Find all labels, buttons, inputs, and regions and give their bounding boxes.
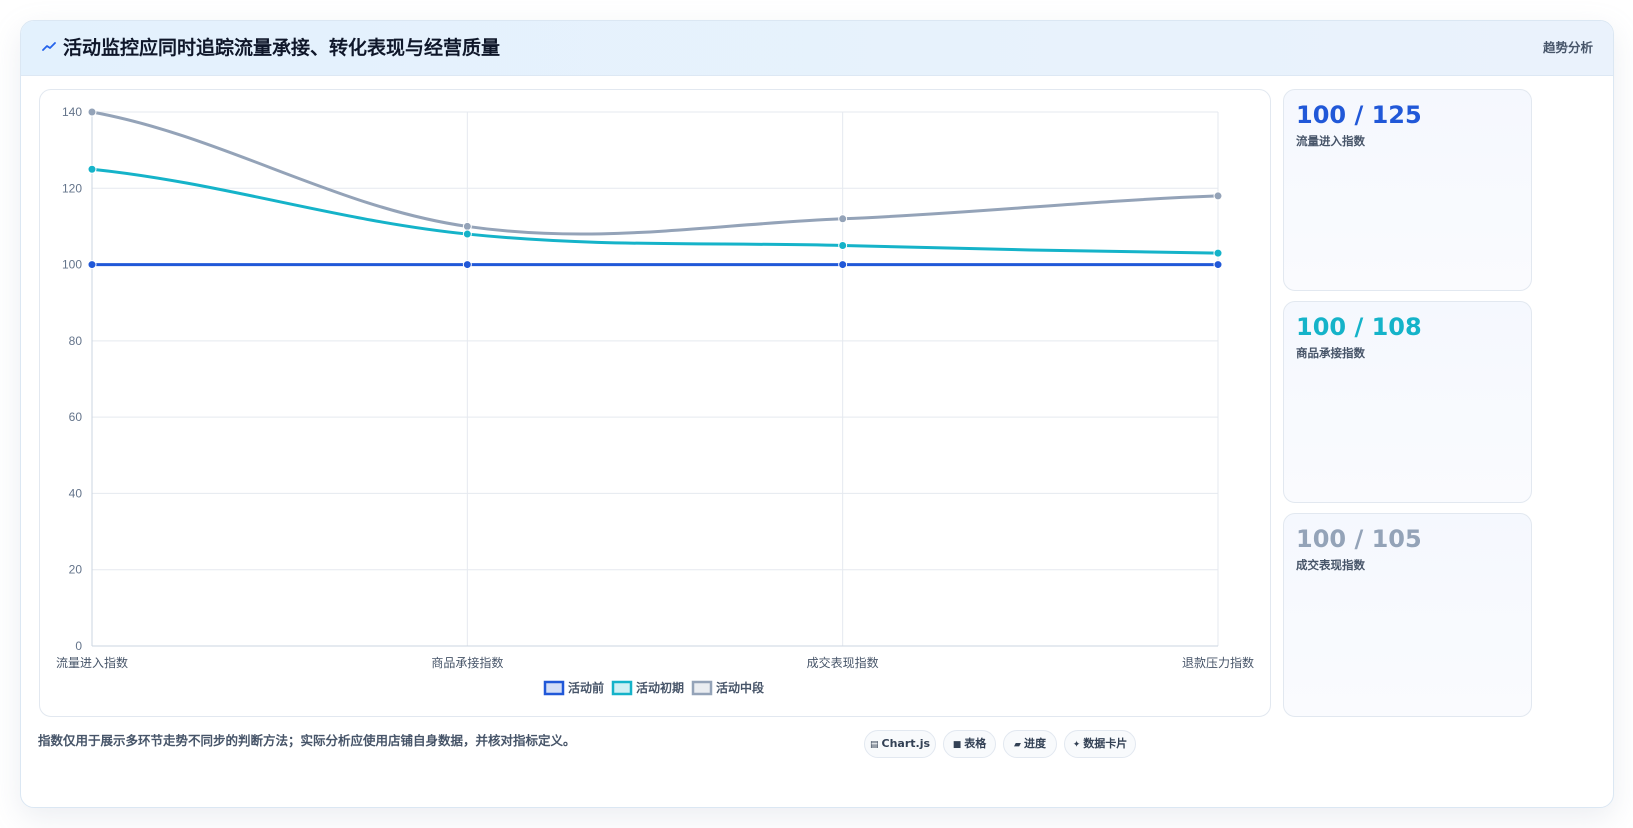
analysis-tag: 趋势分析 (1542, 40, 1593, 55)
y-tick-label: 0 (75, 639, 82, 653)
y-tick-label: 120 (62, 181, 82, 195)
card-header: 活动监控应同时追踪流量承接、转化表现与经营质量 趋势分析 (21, 21, 1613, 76)
y-tick-label: 40 (69, 486, 83, 500)
data-point (838, 241, 848, 250)
chip-progress[interactable]: ▰ 进度 (1003, 730, 1057, 758)
legend-label: 活动初期 (636, 680, 684, 695)
legend-swatch (691, 680, 713, 696)
chart-panel: 0 20 40 60 80 100 120 140 流量进入指数 商品承接指数 成交表现指数 退款压力… (39, 89, 1271, 717)
legend-label: 活动前 (568, 680, 604, 695)
stat-value: 100 / 125 (1296, 101, 1422, 129)
legend-swatch (611, 680, 633, 696)
data-point (462, 221, 472, 231)
series-line (91, 110, 1219, 236)
chip-table[interactable]: ■ 表格 (943, 730, 996, 758)
footnote: 指数仅用于展示多环节走势不同步的判断方法；实际分析应使用店铺自身数据，并核对指标… (38, 733, 576, 748)
chip-chartjs[interactable]: ▤ Chart.js (864, 730, 936, 758)
table-grid-icon: ▤ (869, 740, 879, 750)
y-tick-label: 60 (69, 410, 83, 424)
data-point (462, 260, 472, 270)
data-point (87, 107, 97, 117)
y-tick-label: 80 (69, 334, 83, 348)
data-point (1213, 260, 1223, 270)
sparkle-icon: ✦ (1072, 740, 1081, 750)
page-title: 活动监控应同时追踪流量承接、转化表现与经营质量 (63, 37, 501, 59)
x-tick-label: 退款压力指数 (1182, 655, 1254, 670)
stat-label: 流量进入指数 (1296, 134, 1365, 148)
series-line (91, 167, 1219, 255)
line-chart: 0 20 40 60 80 100 120 140 流量进入指数 商品承接指数 成交表现指数 退款压力… (56, 105, 1254, 696)
y-tick-label: 100 (62, 258, 82, 272)
bar-icon: ▰ (1014, 740, 1021, 750)
x-tick-label: 商品承接指数 (431, 655, 503, 670)
data-point (87, 260, 97, 270)
legend-swatch (543, 680, 565, 696)
data-point (838, 214, 848, 224)
stat-card-product: 100 / 108 商品承接指数 (1283, 301, 1532, 503)
chip-label: 数据卡片 (1083, 737, 1128, 750)
data-point (838, 260, 848, 270)
data-point (1213, 248, 1223, 258)
stat-value: 100 / 105 (1296, 525, 1422, 553)
stat-value: 100 / 108 (1296, 313, 1422, 341)
data-point (1213, 191, 1223, 201)
stat-card-conversion: 100 / 105 成交表现指数 (1283, 513, 1532, 717)
data-point (462, 229, 472, 239)
square-icon: ■ (952, 740, 962, 750)
y-tick-label: 20 (69, 563, 83, 577)
chip-label: 进度 (1023, 737, 1046, 750)
stat-label: 成交表现指数 (1296, 558, 1365, 572)
data-point (87, 164, 97, 174)
y-tick-label: 140 (62, 105, 82, 119)
x-tick-label: 流量进入指数 (56, 655, 128, 670)
stat-card-traffic: 100 / 125 流量进入指数 (1283, 89, 1532, 291)
chip-data-cards[interactable]: ✦ 数据卡片 (1064, 730, 1136, 758)
chip-label: Chart.js (881, 737, 931, 750)
legend-label: 活动中段 (716, 680, 765, 695)
stat-label: 商品承接指数 (1296, 346, 1365, 360)
dashboard-card: 活动监控应同时追踪流量承接、转化表现与经营质量 趋势分析 0 20 40 60 80 10… (20, 20, 1614, 808)
trend-line-icon (42, 39, 56, 55)
chip-label: 表格 (964, 737, 987, 750)
x-tick-label: 成交表现指数 (807, 655, 879, 670)
